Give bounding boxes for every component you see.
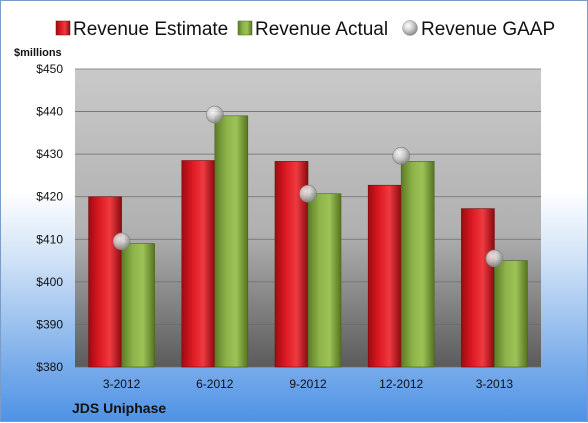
y-tick-label: $440 [36,105,63,119]
legend-label-estimate: Revenue Estimate [73,19,228,40]
bar-revenue-actual [400,161,435,368]
y-tick-label: $390 [36,317,63,331]
bar-revenue-actual [307,193,342,368]
y-tick-label: $380 [36,360,63,374]
bar-revenue-estimate [181,160,216,368]
marker-revenue-gaap [206,105,224,124]
marker-revenue-gaap [485,249,504,268]
y-tick-label: $430 [36,147,63,161]
y-tick-label: $450 [36,62,63,76]
x-tick-label: 3-2012 [103,377,141,391]
x-tick-label: 9-2012 [289,377,327,391]
marker-revenue-gaap [392,147,411,165]
y-tick-label: $420 [36,190,63,204]
bar-revenue-actual [121,243,155,368]
bar-revenue-estimate [367,184,402,368]
company-name: JDS Uniphase [72,400,166,416]
legend-label-gaap: Revenue GAAP [421,19,555,40]
x-tick-label: 6-2012 [196,377,234,391]
marker-revenue-gaap [112,232,131,251]
x-tick-label: 3-2013 [476,377,514,391]
marker-revenue-gaap [299,184,317,203]
x-tick-label: 12-2012 [379,377,423,391]
legend: Revenue Estimate Revenue Actual Revenue … [55,19,555,40]
y-tick-label: $410 [36,232,63,246]
legend-swatch-actual [237,20,253,36]
legend-swatch-estimate [55,20,71,36]
bar-revenue-actual [214,115,249,368]
legend-swatch-gaap [402,20,418,36]
bar-revenue-estimate [461,208,495,368]
legend-label-actual: Revenue Actual [255,19,388,40]
y-axis-unit-label: $millions [14,47,62,59]
bar-revenue-actual [494,260,528,368]
bar-revenue-estimate [88,196,122,368]
y-tick-label: $400 [36,275,63,289]
